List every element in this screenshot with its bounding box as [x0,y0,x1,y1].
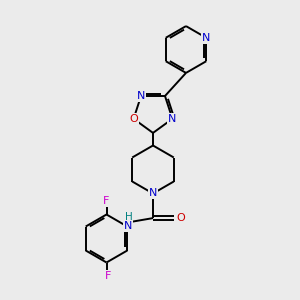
Text: F: F [103,196,110,206]
Text: N: N [168,114,177,124]
Text: N: N [149,188,157,199]
Text: N: N [124,221,133,231]
Text: N: N [137,91,145,101]
Text: N: N [202,33,211,43]
Text: F: F [105,271,111,281]
Text: O: O [176,213,185,223]
Text: O: O [129,114,138,124]
Text: H: H [124,212,132,222]
